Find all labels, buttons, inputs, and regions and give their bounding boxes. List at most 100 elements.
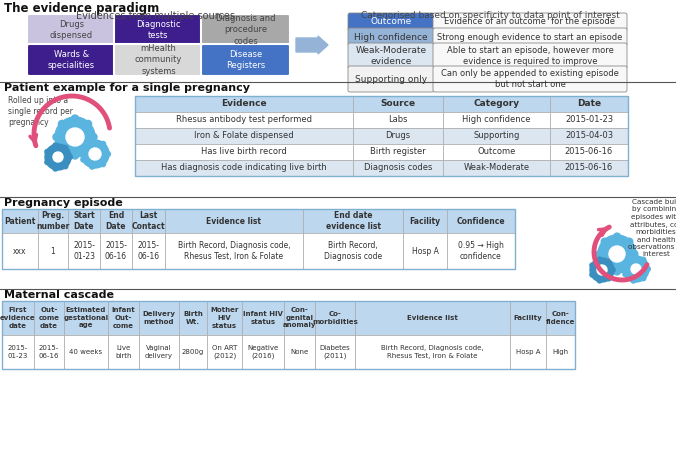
Bar	[64, 335, 108, 369]
Text: Birth Record, Diagnosis code,
Rhesus Test, Iron & Folate: Birth Record, Diagnosis code, Rhesus Tes…	[381, 345, 484, 359]
Text: Diabetes
(2011): Diabetes (2011)	[320, 345, 350, 359]
Bar	[38, 209, 68, 233]
Circle shape	[105, 151, 110, 156]
Bar	[284, 335, 315, 369]
FancyBboxPatch shape	[348, 13, 434, 31]
Bar	[108, 301, 139, 335]
Bar	[38, 233, 68, 269]
Bar	[132, 209, 165, 233]
Bar	[315, 301, 355, 335]
Bar	[64, 301, 108, 335]
Bar	[284, 301, 315, 335]
Text: Rhesus antibody test performed: Rhesus antibody test performed	[176, 115, 312, 125]
Bar	[207, 335, 242, 369]
Text: mHealth
community
systems: mHealth community systems	[135, 44, 183, 76]
Text: High confidence: High confidence	[462, 115, 531, 125]
FancyBboxPatch shape	[114, 44, 203, 76]
Circle shape	[607, 276, 611, 281]
Text: On ART
(2012): On ART (2012)	[212, 345, 237, 359]
Bar	[550, 128, 628, 144]
Text: Con-
fidence: Con- fidence	[546, 311, 575, 325]
Bar	[139, 301, 179, 335]
Bar	[510, 335, 546, 369]
Circle shape	[601, 263, 608, 270]
Text: 0.95 → High
confidence: 0.95 → High confidence	[458, 241, 504, 261]
Circle shape	[63, 164, 68, 169]
Text: Live
birth: Live birth	[115, 345, 132, 359]
Bar	[443, 160, 550, 176]
FancyBboxPatch shape	[433, 43, 627, 69]
Bar	[550, 160, 628, 176]
FancyBboxPatch shape	[433, 13, 627, 31]
Circle shape	[72, 152, 78, 159]
Bar	[68, 233, 100, 269]
Text: Categorised based on specificity to data point of interest: Categorised based on specificity to data…	[360, 11, 619, 20]
Bar	[2, 301, 575, 369]
Text: Start
Date: Start Date	[73, 211, 95, 231]
Bar	[353, 144, 443, 160]
Circle shape	[66, 128, 84, 146]
Circle shape	[598, 257, 602, 262]
Bar	[443, 112, 550, 128]
Text: Drugs: Drugs	[385, 132, 410, 141]
Text: Diagnosis and
procedure
codes: Diagnosis and procedure codes	[216, 14, 275, 46]
Circle shape	[68, 155, 72, 159]
Text: Can only be appended to existing episode
but not start one: Can only be appended to existing episode…	[441, 69, 619, 89]
Circle shape	[614, 233, 621, 240]
Bar	[546, 335, 575, 369]
Circle shape	[53, 143, 57, 148]
Bar	[242, 301, 284, 335]
Text: Date: Date	[577, 99, 601, 108]
Bar	[135, 96, 628, 176]
Bar	[135, 144, 353, 160]
Circle shape	[90, 139, 95, 144]
Text: Pregnancy episode: Pregnancy episode	[4, 198, 123, 208]
Text: Birth Record,
Diagnosis code: Birth Record, Diagnosis code	[324, 241, 382, 261]
Text: Infant
Out-
come: Infant Out- come	[112, 307, 135, 328]
Text: Cascade built
by combining
episodes with
attributes, co-
morbidities
and health
: Cascade built by combining episodes with…	[628, 199, 676, 257]
Text: 40 weeks: 40 weeks	[70, 349, 103, 355]
FancyBboxPatch shape	[201, 44, 290, 76]
Circle shape	[45, 149, 49, 154]
Bar	[2, 209, 38, 233]
Bar	[447, 233, 515, 269]
Text: Rolled up into a
single record per
pregnancy: Rolled up into a single record per pregn…	[8, 96, 73, 127]
Text: xxx: xxx	[14, 247, 27, 255]
Bar	[353, 96, 443, 112]
Text: Outcome: Outcome	[370, 17, 412, 27]
Bar	[355, 301, 510, 335]
Circle shape	[58, 147, 66, 154]
Circle shape	[90, 164, 95, 169]
Text: High: High	[552, 349, 569, 355]
FancyBboxPatch shape	[348, 66, 434, 92]
Circle shape	[631, 264, 641, 274]
Circle shape	[84, 147, 92, 154]
Bar	[34, 335, 64, 369]
Text: Diagnostic
tests: Diagnostic tests	[137, 20, 180, 40]
Circle shape	[72, 115, 78, 122]
Text: Infant HIV
status: Infant HIV status	[243, 311, 283, 325]
Circle shape	[646, 267, 650, 271]
Bar	[68, 209, 100, 233]
Bar	[353, 160, 443, 176]
Bar	[303, 209, 403, 233]
Text: 2015-06-16: 2015-06-16	[565, 148, 613, 156]
Circle shape	[631, 278, 635, 283]
Text: Evidence of an outcome  for the episode: Evidence of an outcome for the episode	[445, 17, 616, 27]
Text: Labs: Labs	[388, 115, 408, 125]
Circle shape	[614, 268, 621, 275]
Circle shape	[596, 251, 603, 257]
Circle shape	[623, 272, 627, 276]
Text: First
evidence
date: First evidence date	[0, 307, 36, 328]
Circle shape	[611, 268, 615, 272]
Text: Preg.
number: Preg. number	[37, 211, 70, 231]
Circle shape	[101, 162, 105, 167]
Text: Birth Record, Diagnosis code,
Rhesus Test, Iron & Folate: Birth Record, Diagnosis code, Rhesus Tes…	[178, 241, 290, 261]
Bar	[135, 96, 353, 112]
Text: The evidence paradigm: The evidence paradigm	[4, 2, 160, 15]
FancyBboxPatch shape	[27, 44, 116, 76]
Circle shape	[53, 134, 60, 141]
Text: Facility: Facility	[514, 315, 542, 321]
Bar	[546, 301, 575, 335]
Text: 2015-01-23: 2015-01-23	[565, 115, 613, 125]
